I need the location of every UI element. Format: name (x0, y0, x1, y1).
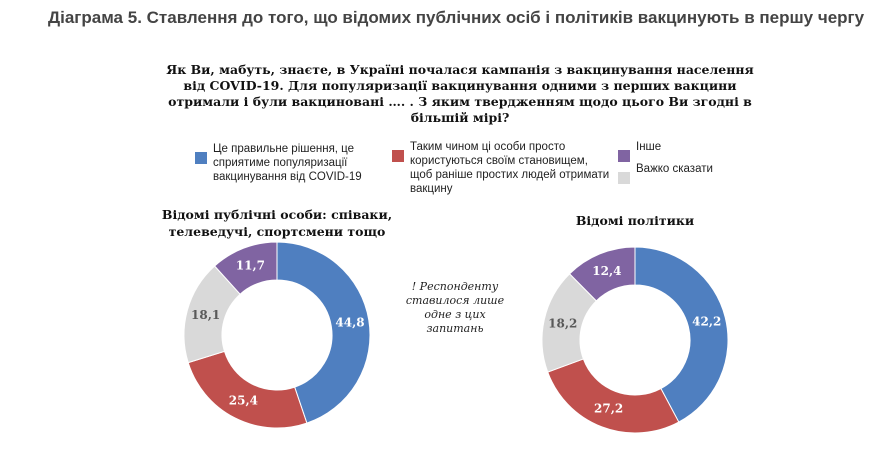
note: ! Респонденту ставилося лише одне з цих … (405, 280, 505, 335)
legend-swatch (618, 172, 630, 184)
value-label: 18,1 (191, 308, 220, 322)
donut-segment (213, 241, 278, 295)
chart-title: Відомі політики (575, 213, 695, 228)
donut-segment (276, 241, 371, 424)
heading: Діаграма 5. Ставлення до того, що відоми… (48, 8, 865, 27)
value-label: 27,2 (594, 402, 623, 416)
question: Як Ви, мабуть, знаєте, в Україні почалас… (166, 62, 754, 125)
value-label: 12,4 (592, 264, 621, 278)
value-label: 44,8 (335, 315, 364, 329)
chart-title: Відомі публічні особи: співаки, телеведу… (161, 207, 393, 239)
legend-label: Інше (636, 141, 662, 153)
donut-segment (187, 350, 308, 429)
legend-swatch (392, 150, 404, 162)
donut-segment (547, 358, 680, 434)
donut-segment (634, 246, 729, 423)
legend-label: Важко сказати (636, 163, 713, 175)
value-label: 25,4 (229, 393, 258, 407)
donut-segment (568, 246, 636, 302)
value-label: 11,7 (236, 258, 265, 272)
legend-swatch (618, 150, 630, 162)
value-label: 42,2 (692, 315, 721, 329)
value-label: 18,2 (548, 316, 577, 330)
legend-label: Це правильне рішення, це сприятиме попул… (213, 143, 362, 183)
legend-swatch (195, 152, 207, 164)
legend-label: Таким чином ці особи просто користуються… (410, 141, 610, 195)
